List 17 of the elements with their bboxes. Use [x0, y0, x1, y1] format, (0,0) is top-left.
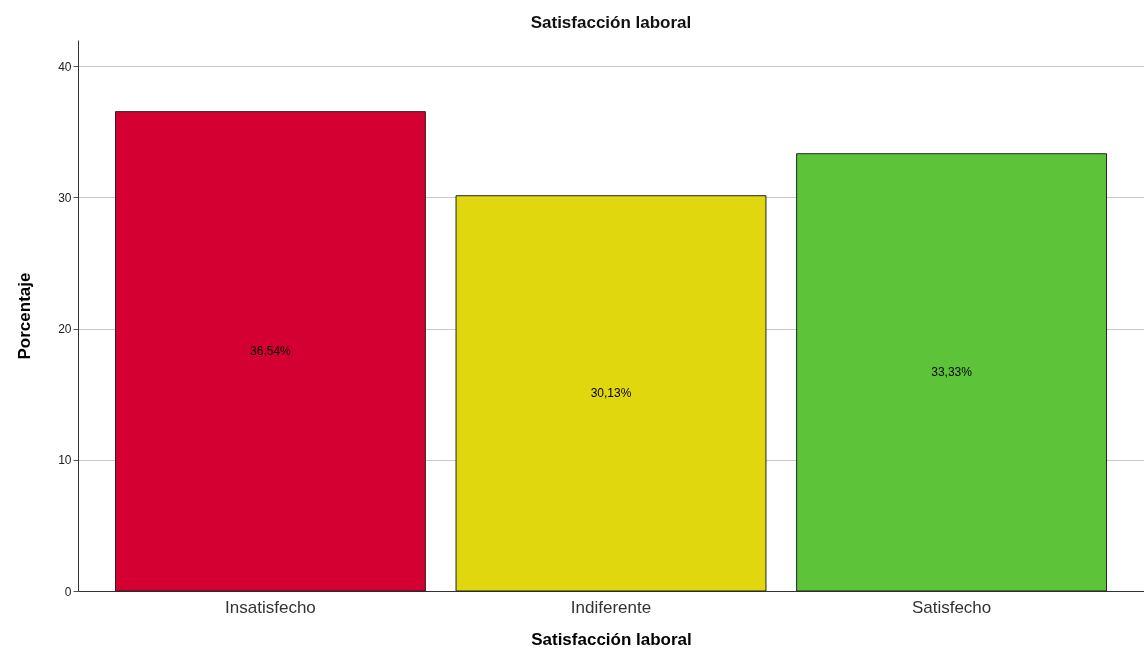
- data-label: 33,33%: [931, 365, 973, 380]
- y-tick-label: 40: [58, 59, 72, 74]
- y-tick-label: 10: [58, 453, 72, 468]
- x-tick-label: Indiferente: [570, 597, 652, 617]
- data-label: 30,13%: [590, 386, 632, 401]
- data-label: 36,54%: [250, 344, 292, 359]
- y-tick-label: 20: [58, 322, 72, 337]
- y-tick-label: 0: [64, 584, 72, 599]
- x-axis-title: Satisfacción laboral: [531, 629, 692, 649]
- bar: [796, 153, 1108, 592]
- bar: [455, 195, 767, 592]
- y-tick-label: 30: [58, 190, 72, 205]
- chart-title: Satisfacción laboral: [530, 13, 692, 32]
- bar: [114, 111, 426, 592]
- x-tick-label: Satisfecho: [911, 597, 992, 617]
- x-tick-label: Insatisfecho: [225, 597, 316, 617]
- y-axis-title: Porcentaje: [15, 272, 35, 360]
